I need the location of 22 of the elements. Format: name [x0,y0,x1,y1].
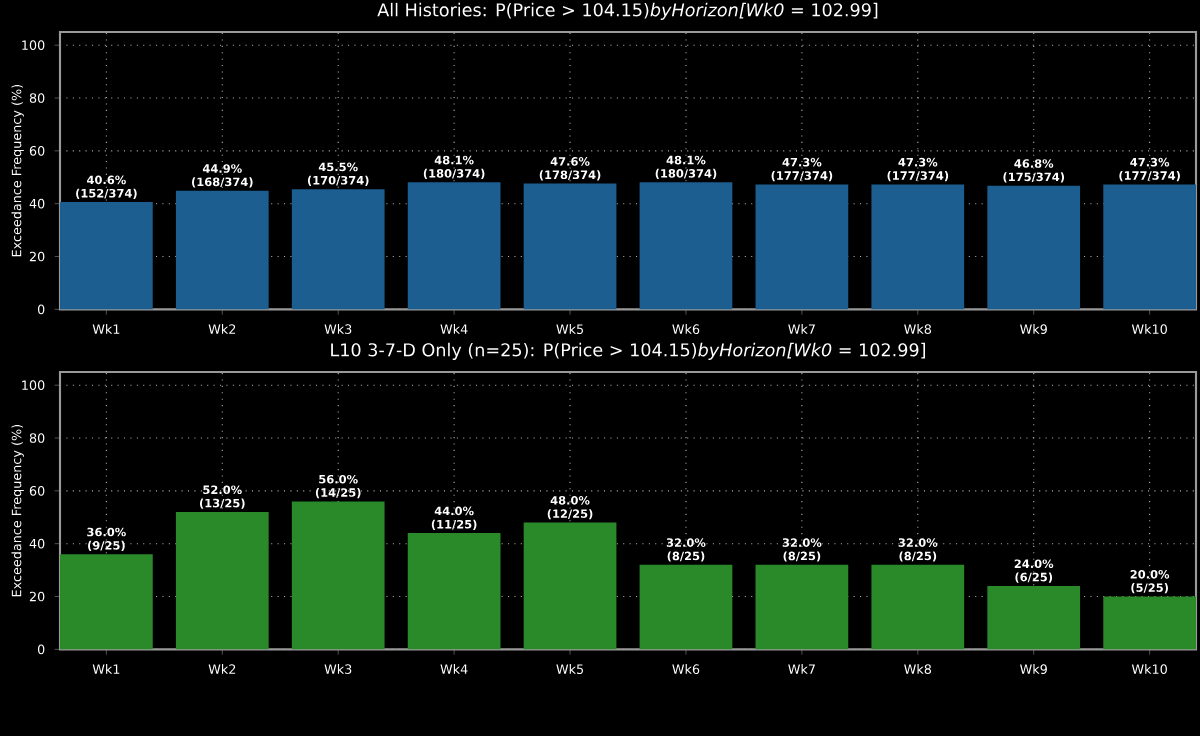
bar [291,189,385,310]
bar [639,182,733,310]
chart-title: All Histories: P(Price > 104.15)byHorizon[Wk0 = 102.99] [377,2,878,20]
bar [755,184,849,310]
bar [1103,184,1197,310]
bar [175,190,269,310]
bar [871,184,965,310]
bar [987,185,1081,310]
bar [60,554,153,650]
chart-title: L10 3-7-D Only (n=25): P(Price > 104.15)byHorizon[Wk0 = 102.99] [331,342,925,360]
bar [871,564,965,650]
bar [175,511,269,650]
bar [407,533,501,650]
bar [60,202,153,310]
bar [523,522,617,650]
bar [523,183,617,310]
bar [1103,596,1197,650]
bar [407,182,501,310]
bar [755,564,849,650]
bar [291,501,385,650]
bar [639,564,733,650]
bar [987,585,1081,650]
